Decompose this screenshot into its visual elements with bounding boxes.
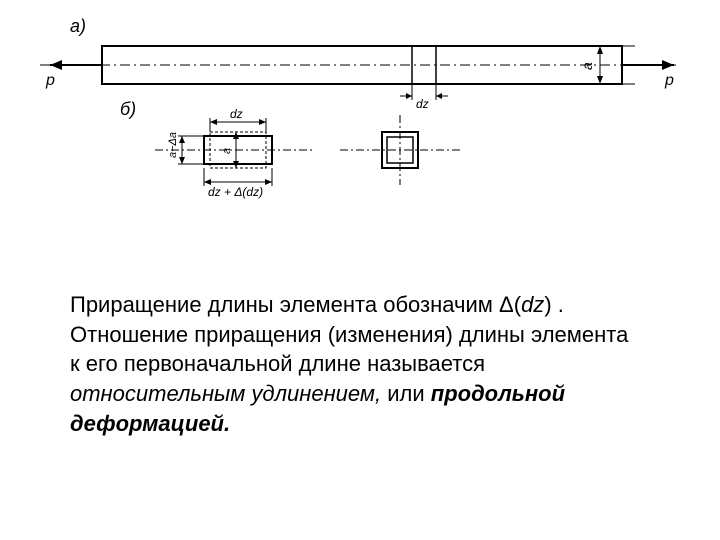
text-line2: Отношение приращения (изменения) длины э…: [70, 322, 628, 377]
engineering-diagram: а) p dz a: [40, 10, 680, 210]
label-a: а): [70, 16, 86, 36]
dim-a: a: [579, 62, 595, 70]
dz-top-ah-l: [210, 119, 217, 125]
text-line1-suffix: .: [552, 292, 564, 317]
text-line2-or: или: [387, 381, 431, 406]
text-line2-italic: относительным удлинением,: [70, 381, 387, 406]
label-p-left: p: [45, 72, 55, 89]
dim-dz-right: dz: [416, 97, 429, 111]
diagram-svg: а) p dz a: [40, 10, 680, 210]
force-right-arrow: [662, 60, 674, 70]
label-b: б): [120, 99, 136, 119]
dz-right-dim-l-ah: [406, 93, 412, 99]
adelta-ah-b: [179, 157, 185, 164]
dim-a-ah-top: [597, 46, 603, 54]
dim-dz-delta: dz + Δ(dz): [208, 185, 263, 199]
dzdelta-ah-r: [265, 179, 272, 185]
text-line1-prefix: Приращение длины элемента обозначим: [70, 292, 499, 317]
force-left-arrow: [50, 60, 62, 70]
text-line1-formula: Δ(dz): [499, 292, 552, 317]
label-p-right: p: [664, 72, 674, 89]
text-block: Приращение длины элемента обозначим Δ(dz…: [70, 290, 630, 438]
dim-dz: dz: [230, 107, 243, 121]
dz-right-dim-r-ah: [436, 93, 442, 99]
dim-a-delta: a−Δa: [167, 132, 179, 158]
page: а) p dz a: [0, 0, 720, 540]
dim-a-ah-bot: [597, 76, 603, 84]
dz-top-ah-r: [259, 119, 266, 125]
dim-a-inner: a: [221, 148, 233, 154]
adelta-ah-t: [179, 136, 185, 143]
